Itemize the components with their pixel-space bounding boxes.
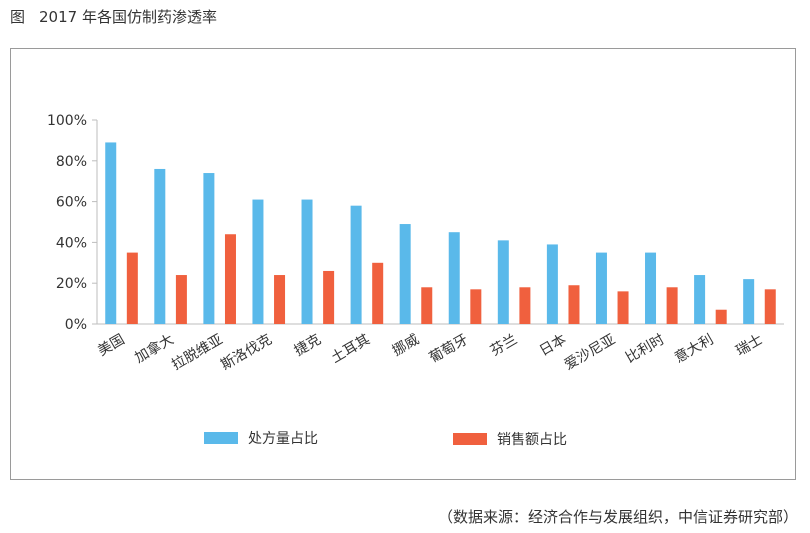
x-category-label: 土耳其 [329,332,373,367]
source-note: （数据来源：经济合作与发展组织，中信证券研究部） [437,508,798,526]
bar-prescription [203,173,215,324]
bar-sales [764,289,776,324]
bar-prescription [694,275,706,324]
figure-title: 图 2017 年各国仿制药渗透率 [10,6,217,27]
x-category-label: 葡萄牙 [427,332,471,367]
legend-item-sales: 销售额占比 [453,429,567,449]
x-category-label: 美国 [95,332,127,360]
legend-swatch-prescription [204,432,238,444]
x-category-label: 比利时 [623,332,667,367]
bar-prescription [546,244,558,324]
legend-label-prescription: 处方量占比 [248,431,318,447]
bar-sales [617,291,629,324]
y-tick-label: 20% [56,276,87,292]
bar-sales [666,287,678,324]
bar-prescription [105,142,117,324]
x-category-label: 瑞士 [733,332,765,360]
bar-prescription [252,199,264,324]
figure-title-text: 2017 年各国仿制药渗透率 [39,8,217,26]
bar-sales [224,234,236,324]
bar-prescription [497,240,509,324]
bar-prescription [350,205,362,324]
bar-prescription [743,279,755,324]
x-category-label: 捷克 [292,332,324,360]
bar-sales [274,275,286,324]
x-category-label: 芬兰 [488,332,520,360]
bar-prescription [399,224,411,324]
bar-sales [372,262,384,324]
x-category-label: 日本 [537,332,569,360]
bar-prescription [595,252,607,324]
legend-item-prescription: 处方量占比 [204,428,318,448]
figure-label: 图 [10,8,26,26]
bar-sales [175,275,187,324]
bar-prescription [645,252,657,324]
bar-sales [470,289,482,324]
legend-label-sales: 销售额占比 [497,432,567,448]
bar-prescription [154,168,166,324]
legend-swatch-sales [453,433,487,445]
x-category-label: 斯洛伐克 [218,332,274,374]
y-tick-label: 60% [56,195,87,211]
x-category-label: 爱沙尼亚 [562,332,618,374]
y-tick-label: 80% [56,154,87,170]
bar-prescription [448,232,460,324]
bar-sales [421,287,433,324]
y-tick-label: 100% [47,113,87,129]
bar-sales [519,287,531,324]
x-category-label: 拉脱维亚 [169,332,225,374]
bar-sales [568,285,580,324]
y-tick-label: 40% [56,235,87,251]
y-tick-label: 0% [65,317,87,333]
x-category-label: 挪威 [390,332,422,360]
bar-prescription [301,199,313,324]
bar-sales [323,270,335,324]
bar-sales [126,252,138,324]
x-category-label: 意大利 [672,331,717,367]
chart-frame [10,48,796,480]
bar-sales [715,309,727,324]
